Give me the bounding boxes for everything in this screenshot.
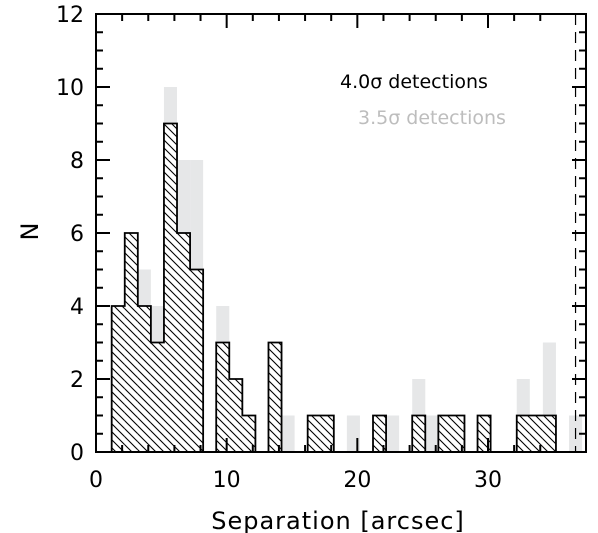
x-tick-label: 0 — [89, 468, 103, 493]
x-tick-label: 10 — [213, 468, 241, 493]
bars-4p0-sigma — [110, 122, 557, 452]
bar-4p0-sigma — [229, 379, 243, 452]
bar-4p0-sigma — [542, 415, 556, 452]
bar-4p0-sigma — [268, 342, 282, 452]
bar-4p0-sigma — [242, 415, 256, 452]
y-tick-label: 4 — [70, 295, 84, 320]
bar-4p0-sigma — [320, 415, 334, 452]
bar-run-outline — [515, 414, 557, 452]
bar-4p0-sigma — [190, 269, 204, 452]
bar-run-outline — [215, 341, 257, 452]
bar-4p0-sigma — [529, 415, 543, 452]
y-tick-label: 6 — [70, 222, 84, 247]
bar-3p5-sigma — [386, 415, 400, 452]
x-axis-title: Separation [arcsec] — [211, 507, 465, 533]
bar-4p0-sigma — [150, 342, 164, 452]
legend-entry-3p5-sigma: 3.5σ detections — [358, 107, 506, 129]
bar-4p0-sigma — [451, 415, 465, 452]
axis-ticks — [95, 13, 586, 453]
y-tick-label: 8 — [70, 149, 84, 174]
bar-3p5-sigma — [281, 415, 295, 452]
bar-run-outline — [372, 414, 387, 452]
bar-4p0-sigma — [516, 415, 530, 452]
bar-run-outline — [110, 122, 205, 452]
bar-4p0-sigma — [438, 415, 452, 452]
bar-run-outline — [267, 341, 283, 452]
bar-4p0-sigma — [124, 233, 138, 452]
bar-run-outline — [437, 414, 466, 452]
bar-3p5-sigma — [425, 415, 439, 452]
bar-4p0-sigma — [137, 306, 151, 452]
bar-4p0-sigma — [163, 123, 178, 452]
bar-4p0-sigma — [373, 415, 387, 452]
bar-4p0-sigma — [111, 306, 125, 452]
bar-4p0-sigma — [177, 233, 191, 452]
x-tick-label: 30 — [474, 468, 502, 493]
y-axis-title: N — [16, 222, 44, 241]
tick-labels: 0 10 20 30 0 2 4 6 8 10 12 — [56, 3, 502, 493]
bar-run-outline — [306, 414, 335, 452]
y-tick-label: 12 — [56, 3, 84, 28]
y-tick-label: 10 — [56, 76, 84, 101]
legend-entry-4p0-sigma: 4.0σ detections — [340, 71, 488, 93]
bar-run-outline — [411, 414, 427, 452]
bar-4p0-sigma — [216, 342, 230, 452]
bar-4p0-sigma — [307, 415, 321, 452]
bar-run-outline — [476, 414, 492, 452]
y-tick-label: 2 — [70, 368, 84, 393]
bar-4p0-sigma — [412, 415, 426, 452]
y-tick-label: 0 — [70, 441, 84, 466]
x-tick-label: 20 — [343, 468, 371, 493]
